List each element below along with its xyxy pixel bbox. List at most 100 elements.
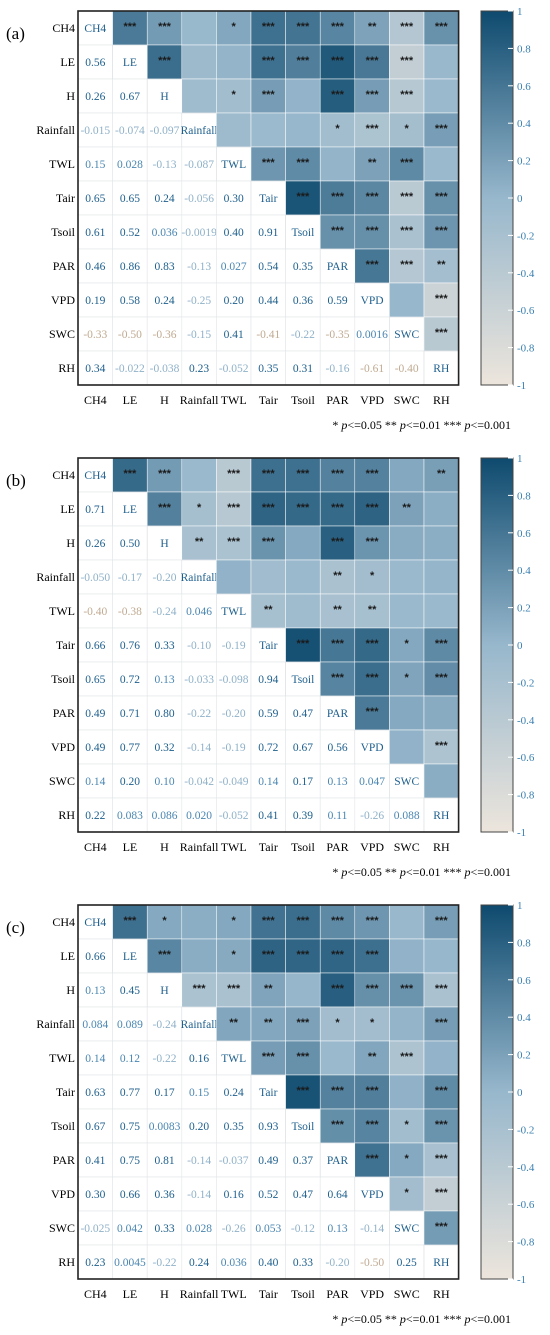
colorbar-tick-label: -1 (517, 827, 526, 839)
correlation-value: 0.61 (85, 227, 105, 239)
significance-stars: *** (296, 468, 310, 480)
color-cell (354, 1040, 390, 1076)
correlation-value: 0.32 (154, 742, 174, 754)
correlation-value: 0.80 (154, 708, 174, 720)
value-cell (216, 1108, 252, 1144)
diagonal-label: VPD (361, 295, 384, 307)
colorbar-tick-label: -0.2 (517, 230, 534, 242)
color-cell (285, 525, 321, 561)
diagonal-cell (77, 457, 113, 493)
correlation-value: 0.17 (293, 776, 313, 788)
correlation-value: 0.91 (258, 227, 278, 239)
significance-stars: ** (437, 468, 446, 480)
color-cell (354, 146, 390, 182)
correlation-value: 0.41 (258, 810, 278, 822)
color-cell (389, 1142, 425, 1178)
correlation-value: -0.098 (219, 674, 249, 686)
row-label: TWL (49, 1051, 75, 1065)
significance-stars: * (405, 638, 410, 650)
correlation-value: 0.19 (85, 295, 105, 307)
colorbar-tick-label: -0.6 (517, 1199, 535, 1211)
colorbar-tick-label: 0 (517, 1087, 523, 1099)
diagonal-cell (354, 282, 390, 318)
diagonal-cell (423, 1244, 459, 1280)
significance-stars: *** (331, 915, 345, 927)
row-label: RH (58, 361, 75, 375)
correlation-value: 0.0016 (356, 329, 388, 341)
significance-stars: *** (435, 672, 449, 684)
colorbar (480, 457, 514, 833)
value-cell (146, 146, 183, 182)
color-cell (319, 972, 356, 1008)
correlation-value: 0.75 (120, 1121, 140, 1133)
correlation-value: 0.49 (85, 708, 105, 720)
diagonal-cell (354, 1176, 390, 1212)
color-cell (216, 457, 252, 493)
color-cell (216, 112, 252, 148)
significance-stars: *** (227, 983, 241, 995)
color-cell (423, 10, 459, 46)
colorbar-tick-label: 0.8 (517, 490, 531, 502)
color-cell (319, 457, 356, 493)
column-label: CH4 (84, 840, 107, 854)
significance-stars: * (405, 672, 410, 684)
row-label: PAR (53, 706, 75, 720)
value-cell (181, 661, 217, 697)
significance-stars: *** (331, 89, 345, 101)
correlation-value: -0.36 (153, 329, 177, 341)
value-cell (181, 1074, 217, 1110)
significance-stars: *** (296, 638, 310, 650)
colorbar-tick-label: 0.6 (517, 81, 531, 93)
value-cell (354, 316, 390, 352)
correlation-value: 0.34 (85, 363, 105, 375)
value-cell (181, 593, 217, 629)
value-cell (146, 661, 183, 697)
correlation-value: 0.086 (152, 810, 178, 822)
colorbar-tick-label: -0.4 (517, 715, 535, 727)
significance-stars: *** (331, 672, 345, 684)
column-label: TWL (221, 840, 247, 854)
column-label: SWC (394, 393, 420, 407)
color-cell (389, 559, 425, 595)
column-label: TWL (221, 393, 247, 407)
color-cell (319, 904, 356, 940)
correlation-value: 0.77 (120, 742, 140, 754)
value-cell (77, 112, 113, 148)
significance-stars: *** (331, 983, 345, 995)
correlation-value: 0.54 (258, 261, 278, 273)
significance-stars: * (162, 915, 167, 927)
correlation-value: 0.028 (186, 1223, 212, 1235)
row-label: H (66, 983, 75, 997)
color-cell (354, 1142, 390, 1178)
color-cell (389, 1176, 425, 1212)
correlation-value: 0.24 (224, 1087, 244, 1099)
significance-stars: *** (366, 536, 380, 548)
color-cell (216, 44, 252, 80)
significance-stars: * (405, 1187, 410, 1199)
color-cell (354, 491, 390, 527)
value-cell (112, 112, 148, 148)
diagonal-cell (319, 1142, 356, 1178)
color-cell (354, 44, 390, 80)
correlation-value: 0.24 (189, 1257, 209, 1269)
column-label: CH4 (84, 1287, 107, 1301)
significance-stars: *** (435, 225, 449, 237)
diagonal-cell (216, 593, 252, 629)
significance-stars: *** (366, 672, 380, 684)
column-label: Tair (259, 840, 278, 854)
correlation-value: -0.14 (360, 1223, 384, 1235)
value-cell (216, 350, 252, 386)
column-label: Tair (259, 1287, 278, 1301)
correlation-value: 0.58 (120, 295, 140, 307)
correlation-value: 0.40 (224, 227, 244, 239)
value-cell (77, 491, 113, 527)
diagonal-label: Tsoil (291, 674, 314, 686)
color-cell (389, 904, 425, 940)
value-cell (112, 316, 148, 352)
row-label: Tsoil (51, 1119, 75, 1133)
significance-stars: *** (262, 89, 276, 101)
color-cell (146, 938, 183, 974)
color-cell (423, 248, 459, 284)
significance-stars: *** (158, 502, 172, 514)
diagonal-cell (423, 350, 459, 386)
